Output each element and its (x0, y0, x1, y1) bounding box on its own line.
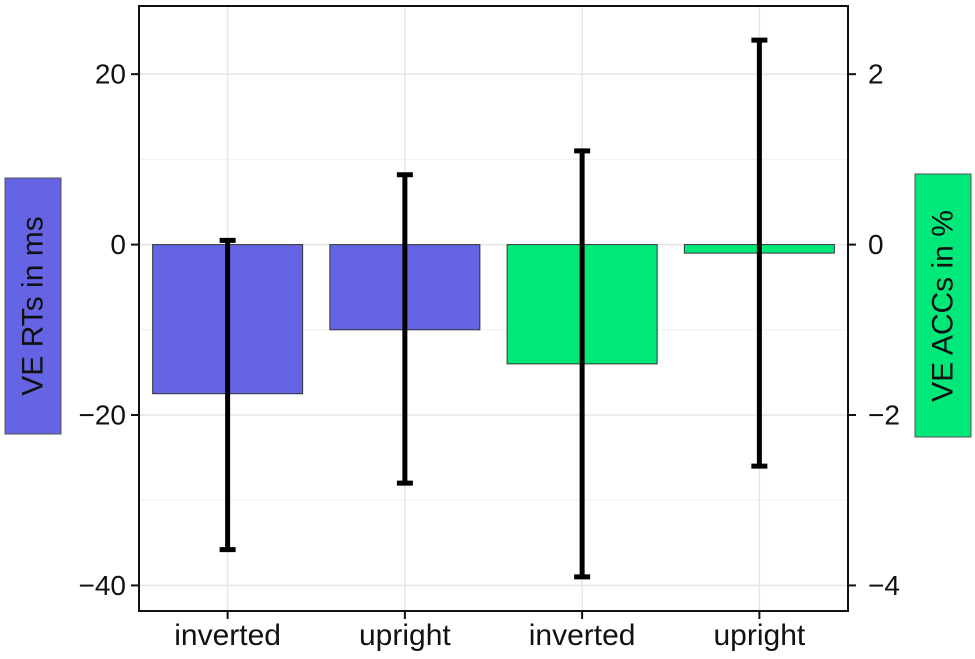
left-tick-label: −40 (79, 570, 127, 601)
right-axis-title-box (914, 173, 972, 438)
left-tick-label: −20 (79, 400, 127, 431)
error-bar-upright (751, 37, 768, 469)
right-tick-label: −4 (868, 570, 900, 601)
right-tick-label: 0 (868, 229, 884, 260)
category-label-upright: upright (714, 619, 806, 652)
category-label-inverted: inverted (174, 619, 281, 652)
left-axis-title-text: VE RTs in ms (17, 216, 50, 396)
left-axis-title-box (4, 177, 62, 435)
error-bars (219, 37, 768, 580)
category-label-upright: upright (359, 619, 451, 652)
bars (152, 244, 835, 395)
error-bar-inverted (219, 237, 236, 553)
error-bar-upright (396, 172, 413, 486)
category-label-inverted: inverted (529, 619, 636, 652)
left-axis-title: VE RTs in ms (4, 177, 62, 435)
left-tick-label: 20 (95, 59, 126, 90)
plot-panel-frame (138, 5, 849, 612)
right-axis-title-text: VE ACCs in % (927, 210, 960, 402)
right-tick-label: −2 (868, 400, 900, 431)
right-axis-title: VE ACCs in % (914, 173, 972, 438)
right-tick-label: 2 (868, 59, 884, 90)
left-tick-label: 0 (110, 229, 126, 260)
error-bar-inverted (574, 148, 591, 580)
